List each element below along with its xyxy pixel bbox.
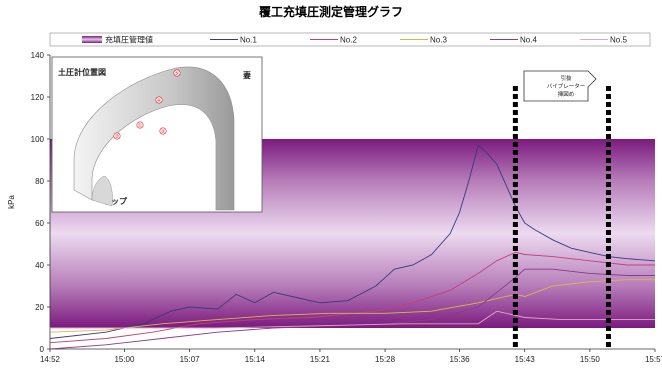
legend-label-no4: No.4 [520,36,537,45]
tunnel-lining-image [73,66,235,211]
inset-title: 土圧計位置図 [58,67,106,77]
series-line-no1 [49,144,656,339]
inset-top-label: 妻 [243,70,251,80]
inset-marker-label-2: ② [115,134,120,140]
y-tick-label: 80 [35,177,44,186]
x-tick-label: 15:21 [310,355,331,364]
inset-marker-label-5: ⑤ [175,71,179,77]
x-tick-label: 15:07 [180,355,201,364]
inset-marker-4 [155,96,163,104]
annotation-box: 引抜 バイブレーター 挿図め [523,70,597,102]
y-tick-label: 20 [35,303,44,312]
y-axis-label: kPa [7,195,16,209]
y-tick-label: 120 [31,93,45,102]
inset-marker-2 [113,132,121,140]
legend-label-no5: No.5 [610,36,627,45]
y-tick-label: 40 [35,261,44,270]
annotation-line-2: バイブレーター [547,82,586,90]
x-tick-label: 15:36 [450,355,471,364]
annotation-line-3: 挿図め [558,90,575,98]
y-tick-label: 140 [31,51,45,60]
inset-marker-3 [159,127,167,135]
x-tick-label: 15:50 [580,355,601,364]
legend-label-no1: No.1 [240,36,257,45]
inset-diagram: 土圧計位置図 妻 ラップ ① ② ③ ④ ⑤ [51,56,263,213]
legend: 充填圧管理値 No.1 No.2 No.3 No.4 No.5 [49,32,651,47]
x-tick-label: 15:14 [245,355,266,364]
inset-marker-label-1: ① [138,123,143,129]
y-tick-label: 0 [40,345,45,354]
annotation-line-1: 引抜 [560,74,572,82]
axes: 0 20 40 60 80 100 120 140 14:52 15:00 15:07 15:14 15… [7,51,662,364]
legend-label-no3: No.3 [430,36,447,45]
inset-marker-1 [136,121,144,129]
chart-title: 覆工充填圧測定管理グラフ [258,4,403,19]
legend-swatch-management-band [82,36,102,43]
legend-frame [49,32,651,47]
legend-label-management-band: 充填圧管理値 [105,35,153,45]
x-tick-label: 14:52 [40,355,61,364]
inset-marker-5 [173,69,181,77]
series-line-no3 [49,279,655,333]
legend-label-no2: No.2 [340,36,357,45]
x-tick-label: 15:28 [375,355,396,364]
series-line-no4 [49,268,655,350]
series-line-no2 [49,251,655,344]
inset-marker-label-4: ④ [157,98,162,104]
y-tick-label: 100 [31,135,45,144]
inset-marker-label-3: ③ [161,129,165,135]
x-tick-label: 15:00 [114,355,135,364]
series-line-no5 [50,310,655,329]
inset-bottom-label: ラップ [103,196,128,206]
x-tick-label: 15:43 [515,355,536,364]
x-tick-label: 15:57 [645,355,662,364]
y-tick-label: 60 [35,219,44,228]
